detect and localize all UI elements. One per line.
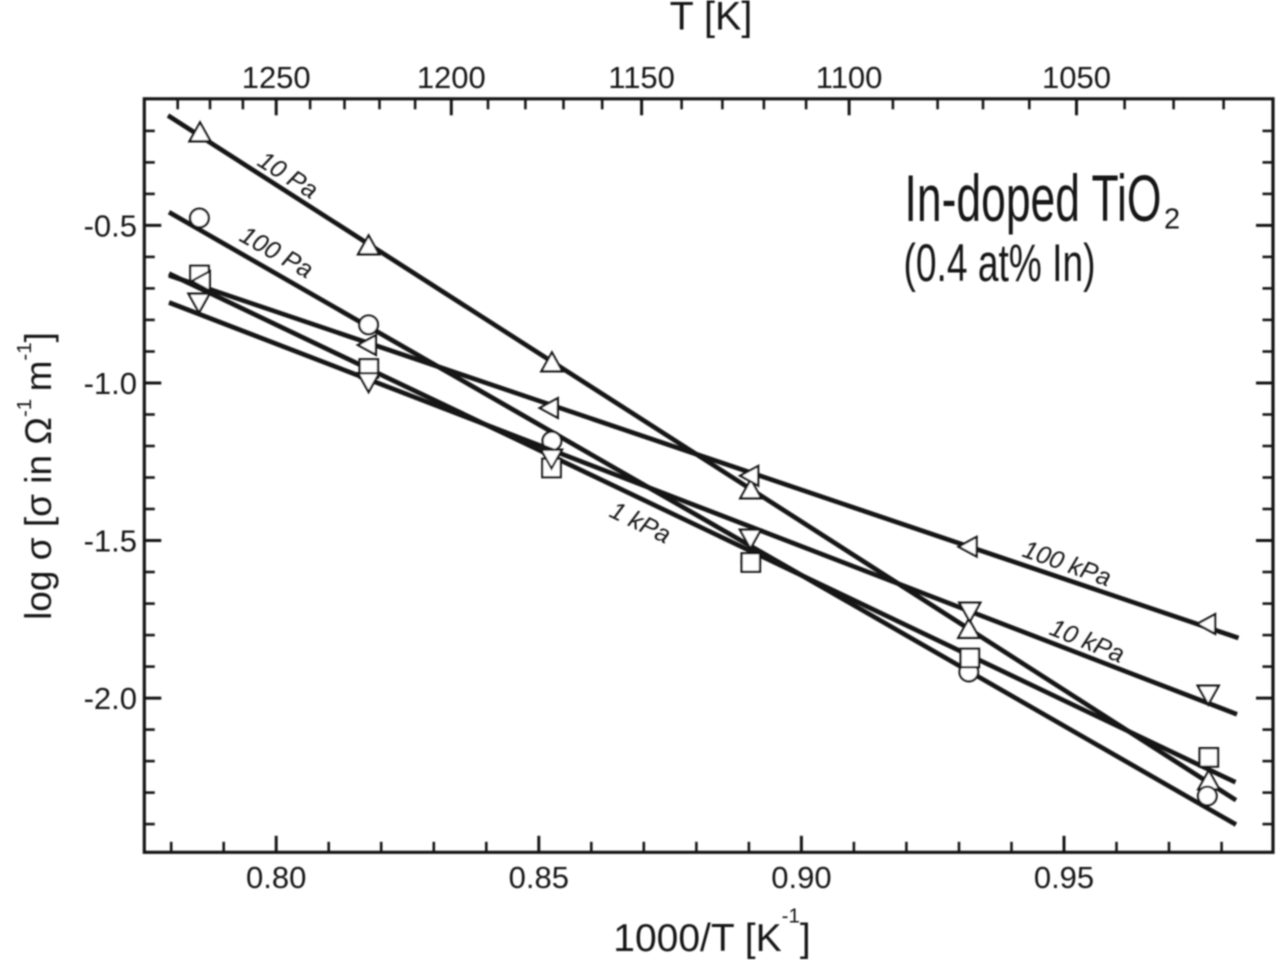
- svg-text:-0.5: -0.5: [84, 208, 137, 243]
- svg-text:T [K]: T [K]: [670, 0, 753, 39]
- svg-text:1200: 1200: [417, 60, 486, 95]
- svg-text:-1.5: -1.5: [84, 524, 137, 559]
- svg-text:1100: 1100: [816, 60, 883, 95]
- svg-text:0.85: 0.85: [509, 860, 569, 895]
- svg-text:-1.0: -1.0: [84, 366, 137, 401]
- svg-text:In-doped TiO: In-doped TiO: [905, 161, 1162, 235]
- svg-text:2: 2: [1164, 204, 1180, 236]
- svg-text:0.80: 0.80: [246, 860, 306, 895]
- svg-text:1050: 1050: [1042, 60, 1111, 95]
- svg-text:0.95: 0.95: [1034, 860, 1094, 895]
- svg-text:1250: 1250: [242, 60, 311, 95]
- svg-text:0.90: 0.90: [771, 860, 831, 895]
- svg-text:1150: 1150: [608, 60, 675, 95]
- svg-text:-2.0: -2.0: [84, 681, 137, 716]
- svg-text:(0.4 at% In): (0.4 at% In): [904, 234, 1096, 293]
- svg-text:log σ [σ in Ω-1 m-1]: log σ [σ in Ω-1 m-1]: [13, 332, 59, 620]
